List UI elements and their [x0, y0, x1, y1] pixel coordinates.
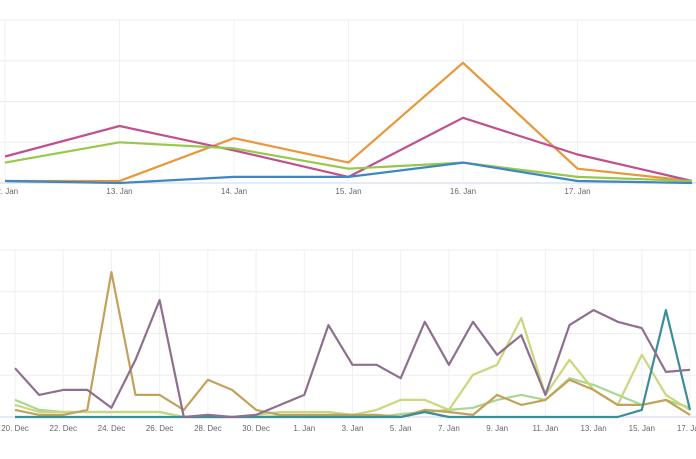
x-tick-label: 14. Jan	[221, 187, 247, 196]
x-tick-label: 12. Jan	[0, 187, 18, 196]
x-tick-label: 13. Jan	[106, 187, 132, 196]
x-tick-label: 16. Jan	[450, 187, 476, 196]
x-tick-label: 20. Dec	[1, 424, 29, 433]
x-tick-label: 9. Jan	[486, 424, 508, 433]
series-line	[5, 61, 693, 183]
series-line	[14, 299, 691, 419]
series-line	[15, 309, 692, 419]
series-line	[4, 141, 693, 183]
x-tick-label: 28. Dec	[194, 424, 222, 433]
x-tick-label: 5. Jan	[390, 424, 412, 433]
series-line	[4, 161, 693, 185]
x-tick-label: 15. Jan	[335, 187, 361, 196]
x-tick-label: 26. Dec	[146, 424, 174, 433]
series-line	[14, 271, 691, 419]
x-tick-label: 3. Jan	[342, 424, 364, 433]
x-tick-label: 30. Dec	[242, 424, 270, 433]
x-tick-label: 17. Jan	[677, 424, 696, 433]
x-tick-label: 13. Jan	[580, 424, 606, 433]
x-tick-label: 22. Dec	[49, 424, 77, 433]
x-tick-label: 7. Jan	[438, 424, 460, 433]
x-tick-label: 17. Jan	[564, 187, 590, 196]
x-tick-label: 1. Jan	[293, 424, 315, 433]
x-tick-label: 15. Jan	[629, 424, 655, 433]
x-tick-label: 24. Dec	[98, 424, 126, 433]
x-tick-label: 11. Jan	[533, 424, 559, 433]
